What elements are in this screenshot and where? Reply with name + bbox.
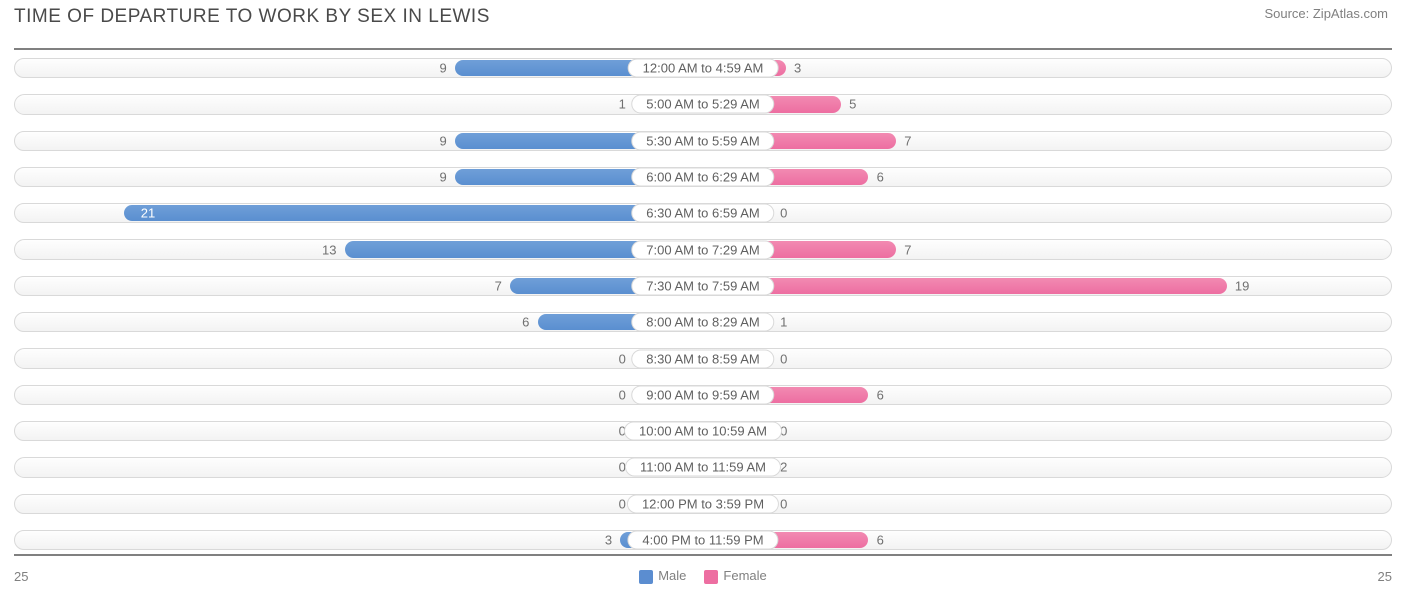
category-label: 7:30 AM to 7:59 AM xyxy=(631,276,774,295)
value-label-female: 6 xyxy=(877,533,884,548)
chart-row: 9 6 6:00 AM to 6:29 AM xyxy=(14,159,1392,195)
value-label-female: 1 xyxy=(780,315,787,330)
value-label-female: 0 xyxy=(780,496,787,511)
chart-row: 9 7 5:30 AM to 5:59 AM xyxy=(14,123,1392,159)
legend-label-female: Female xyxy=(723,568,766,583)
value-label-female: 6 xyxy=(877,170,884,185)
chart-row: 9 3 12:00 AM to 4:59 AM xyxy=(14,50,1392,86)
chart-row: 3 6 4:00 PM to 11:59 PM xyxy=(14,522,1392,558)
value-label-male: 3 xyxy=(605,533,612,548)
value-label-male: 1 xyxy=(619,97,626,112)
chart-footer: 25 Male Female 25 xyxy=(14,568,1392,584)
chart-row: 0 6 9:00 AM to 9:59 AM xyxy=(14,377,1392,413)
value-label-female: 5 xyxy=(849,97,856,112)
value-label-male: 6 xyxy=(522,315,529,330)
legend-swatch-female xyxy=(704,570,718,584)
value-label-male: 9 xyxy=(439,61,446,76)
category-label: 9:00 AM to 9:59 AM xyxy=(631,385,774,404)
legend-label-male: Male xyxy=(658,568,686,583)
chart-header: TIME OF DEPARTURE TO WORK BY SEX IN LEWI… xyxy=(0,0,1406,34)
chart-row: 7 19 7:30 AM to 7:59 AM xyxy=(14,268,1392,304)
category-label: 6:00 AM to 6:29 AM xyxy=(631,168,774,187)
value-label-female: 19 xyxy=(1235,278,1249,293)
value-label-female: 7 xyxy=(904,133,911,148)
category-label: 12:00 AM to 4:59 AM xyxy=(628,59,779,78)
category-label: 5:30 AM to 5:59 AM xyxy=(631,131,774,150)
chart-title: TIME OF DEPARTURE TO WORK BY SEX IN LEWI… xyxy=(14,6,490,28)
category-label: 4:00 PM to 11:59 PM xyxy=(627,531,778,550)
legend-item-male: Male xyxy=(639,568,686,584)
value-label-female: 0 xyxy=(780,206,787,221)
chart-row: 21 0 6:30 AM to 6:59 AM xyxy=(14,195,1392,231)
category-label: 11:00 AM to 11:59 AM xyxy=(625,458,781,477)
category-label: 10:00 AM to 10:59 AM xyxy=(624,422,782,441)
legend-item-female: Female xyxy=(704,568,766,584)
category-label: 6:30 AM to 6:59 AM xyxy=(631,204,774,223)
chart-row: 0 0 8:30 AM to 8:59 AM xyxy=(14,340,1392,376)
chart-row: 0010:00 AM to 10:59 AM xyxy=(14,413,1392,449)
value-label-female: 7 xyxy=(904,242,911,257)
category-label: 8:30 AM to 8:59 AM xyxy=(631,349,774,368)
value-label-male: 9 xyxy=(439,133,446,148)
value-label-male: 0 xyxy=(619,496,626,511)
value-label-male: 0 xyxy=(619,351,626,366)
value-label-male: 9 xyxy=(439,170,446,185)
chart-row: 1 5 5:00 AM to 5:29 AM xyxy=(14,86,1392,122)
bar-male xyxy=(124,205,703,221)
chart-row: 0211:00 AM to 11:59 AM xyxy=(14,449,1392,485)
chart-source: Source: ZipAtlas.com xyxy=(1264,6,1388,21)
value-label-female: 2 xyxy=(780,460,787,475)
bar-female xyxy=(703,278,1227,294)
legend-swatch-male xyxy=(639,570,653,584)
value-label-male: 13 xyxy=(322,242,336,257)
category-label: 5:00 AM to 5:29 AM xyxy=(631,95,774,114)
chart-row: 6 1 8:00 AM to 8:29 AM xyxy=(14,304,1392,340)
value-label-male: 21 xyxy=(141,206,155,221)
chart-area: 9 3 12:00 AM to 4:59 AM 1 5 5:00 AM to 5:29 A… xyxy=(14,48,1392,556)
value-label-female: 3 xyxy=(794,61,801,76)
axis-left-max: 25 xyxy=(14,569,28,584)
category-label: 7:00 AM to 7:29 AM xyxy=(631,240,774,259)
legend: Male Female xyxy=(639,568,767,584)
value-label-male: 0 xyxy=(619,387,626,402)
axis-right-max: 25 xyxy=(1378,569,1392,584)
value-label-female: 0 xyxy=(780,351,787,366)
value-label-female: 6 xyxy=(877,387,884,402)
category-label: 12:00 PM to 3:59 PM xyxy=(627,494,779,513)
category-label: 8:00 AM to 8:29 AM xyxy=(631,313,774,332)
chart-row: 13 7 7:00 AM to 7:29 AM xyxy=(14,231,1392,267)
value-label-male: 7 xyxy=(495,278,502,293)
chart-row: 0 012:00 PM to 3:59 PM xyxy=(14,486,1392,522)
